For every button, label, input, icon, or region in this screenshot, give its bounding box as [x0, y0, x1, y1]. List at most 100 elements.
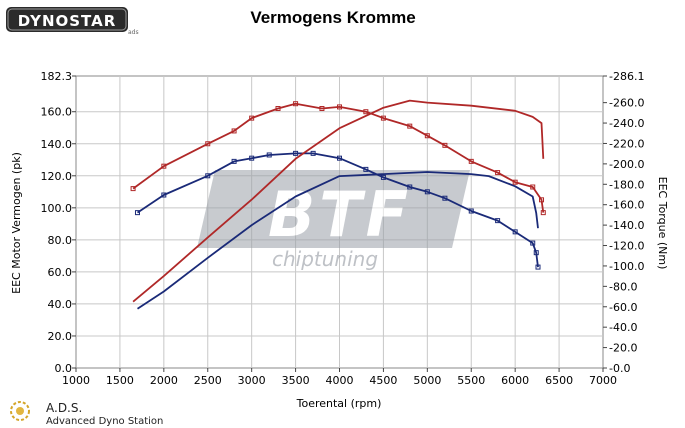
y2-tick-label: -40.0 [609, 321, 637, 334]
series-line-0 [136, 152, 539, 268]
watermark-logo: BTF [268, 178, 412, 251]
y-tick-label: 80.0 [48, 234, 73, 247]
data-point [130, 186, 136, 192]
x-axis: 1000 1500 2000 2500 3000 3500 4000 4500 5000 5500… [62, 368, 617, 387]
data-point [363, 109, 369, 115]
data-point [205, 173, 211, 179]
data-point [530, 240, 536, 246]
data-point [337, 155, 342, 161]
data-point [468, 158, 474, 164]
data-point [249, 115, 255, 121]
data-point [319, 106, 325, 112]
x-axis-title: Toerental (rpm) [296, 397, 382, 410]
y-axis-right: -0.0 -20.0 -40.0 -60.0 -80.0 -100.0 -120.0 -140… [603, 70, 644, 375]
y2-tick-label: -120.0 [609, 240, 644, 253]
x-tick-label: 2500 [194, 374, 222, 387]
y-tick-label: 120.0 [41, 170, 73, 183]
x-tick-label: 7000 [589, 374, 617, 387]
data-point [442, 195, 448, 201]
data-point [293, 150, 299, 156]
data-point [424, 133, 430, 139]
x-tick-label: 4000 [326, 374, 354, 387]
watermark-subtext: chiptuning [272, 247, 378, 271]
logo-text: DYNOSTAR [18, 12, 117, 30]
x-tick-label: 1000 [62, 374, 90, 387]
chart-title: Vermogens Kromme [250, 8, 415, 27]
data-point [293, 101, 299, 107]
y-tick-label: 20.0 [48, 330, 73, 343]
data-point [161, 192, 167, 198]
data-point [363, 166, 369, 172]
ads-logo: A.D.S. Advanced Dyno Station [10, 401, 163, 427]
y2-tick-label: -240.0 [609, 117, 644, 130]
y2-tick-label: -160.0 [609, 199, 644, 212]
x-tick-label: 3000 [238, 374, 266, 387]
data-point [231, 128, 237, 134]
y2-tick-label: -286.1 [609, 70, 644, 83]
data-point [380, 174, 386, 180]
series-line-2 [132, 102, 545, 213]
x-tick-label: 4500 [369, 374, 397, 387]
y2-tick-label: -60.0 [609, 301, 637, 314]
y2-tick-label: -200.0 [609, 158, 644, 171]
data-point [495, 218, 501, 224]
y-tick-label: 140.0 [41, 138, 73, 151]
data-point [337, 104, 342, 110]
data-point [380, 115, 386, 121]
y2-tick-label: -0.0 [609, 362, 630, 375]
x-tick-label: 6500 [545, 374, 573, 387]
data-point [134, 210, 140, 216]
y-tick-label: 40.0 [48, 298, 73, 311]
ads-tagline: Advanced Dyno Station [46, 416, 163, 427]
dynostar-logo: DYNOSTAR ads [6, 7, 139, 36]
y-tick-label: 60.0 [48, 266, 73, 279]
y2-tick-label: -100.0 [609, 260, 644, 273]
y-axis-title: EEC Motor Vermogen (pk) [10, 152, 23, 294]
y2-axis-title: EEC Torque (Nm) [656, 177, 669, 270]
logo-subtext: ads [128, 29, 139, 36]
x-tick-label: 2000 [150, 374, 178, 387]
y2-tick-label: -20.0 [609, 342, 637, 355]
y2-tick-label: -260.0 [609, 97, 644, 110]
data-point [161, 163, 167, 169]
data-point [512, 179, 518, 185]
y-tick-label: 182.3 [41, 70, 73, 83]
y-tick-label: 0.0 [55, 362, 73, 375]
data-point [468, 208, 474, 214]
data-point [310, 150, 316, 156]
data-point [540, 210, 546, 216]
data-point [231, 158, 237, 164]
series-line-3 [132, 99, 545, 303]
data-point [407, 184, 413, 190]
y2-tick-label: -180.0 [609, 178, 644, 191]
x-tick-label: 3500 [282, 374, 310, 387]
y2-tick-label: -80.0 [609, 280, 637, 293]
data-point [539, 197, 545, 203]
data-point [205, 141, 211, 147]
x-tick-label: 6000 [501, 374, 529, 387]
btf-watermark: BTF chiptuning [197, 170, 470, 271]
data-point [275, 106, 281, 112]
data-point [535, 264, 541, 270]
data-point [512, 229, 518, 235]
data-point [266, 152, 272, 158]
series-layer [130, 99, 546, 310]
x-tick-label: 1500 [106, 374, 134, 387]
data-point [442, 142, 448, 148]
x-tick-label: 5000 [413, 374, 441, 387]
y-tick-label: 160.0 [41, 106, 73, 119]
y-tick-label: 100.0 [41, 202, 73, 215]
y2-tick-label: -220.0 [609, 137, 644, 150]
y-axis-left: 0.0 20.0 40.0 60.0 80.0 100.0 120.0 140.0 160.0 1… [41, 70, 76, 375]
data-point [495, 170, 501, 176]
ads-brand: A.D.S. [46, 401, 82, 415]
data-point [533, 250, 539, 256]
x-tick-label: 5500 [457, 374, 485, 387]
data-point [530, 184, 536, 190]
data-point [249, 155, 255, 161]
data-point [407, 123, 413, 129]
y2-tick-label: -140.0 [609, 219, 644, 232]
series-line-1 [137, 171, 539, 310]
data-point [424, 189, 430, 195]
